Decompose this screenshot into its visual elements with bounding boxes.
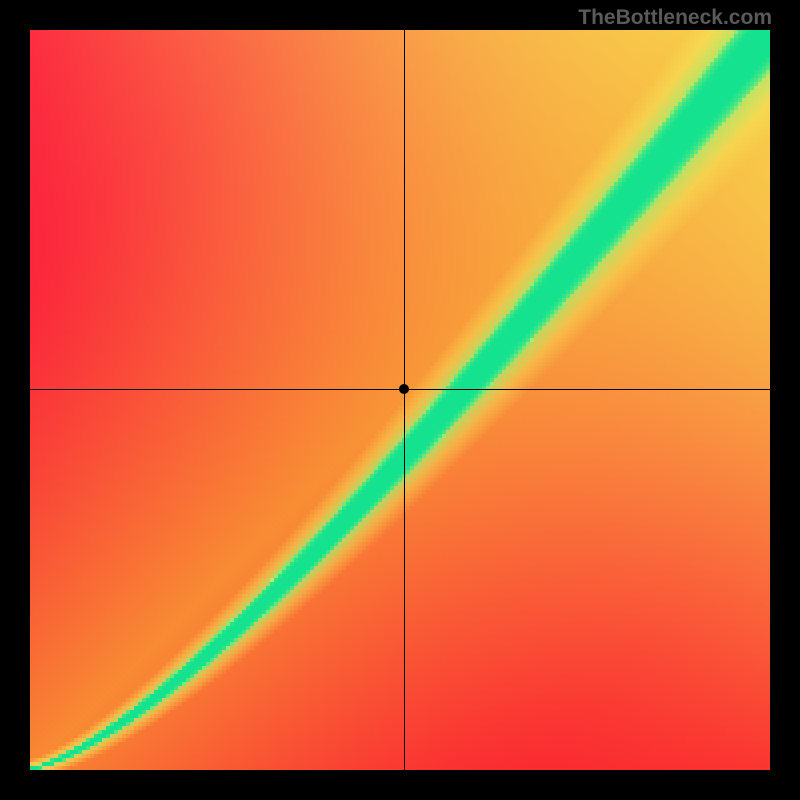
crosshair-vertical [404,30,405,770]
bottleneck-heatmap [30,30,770,770]
plot-area [30,30,770,770]
crosshair-marker [399,384,409,394]
watermark-text: TheBottleneck.com [578,6,772,30]
